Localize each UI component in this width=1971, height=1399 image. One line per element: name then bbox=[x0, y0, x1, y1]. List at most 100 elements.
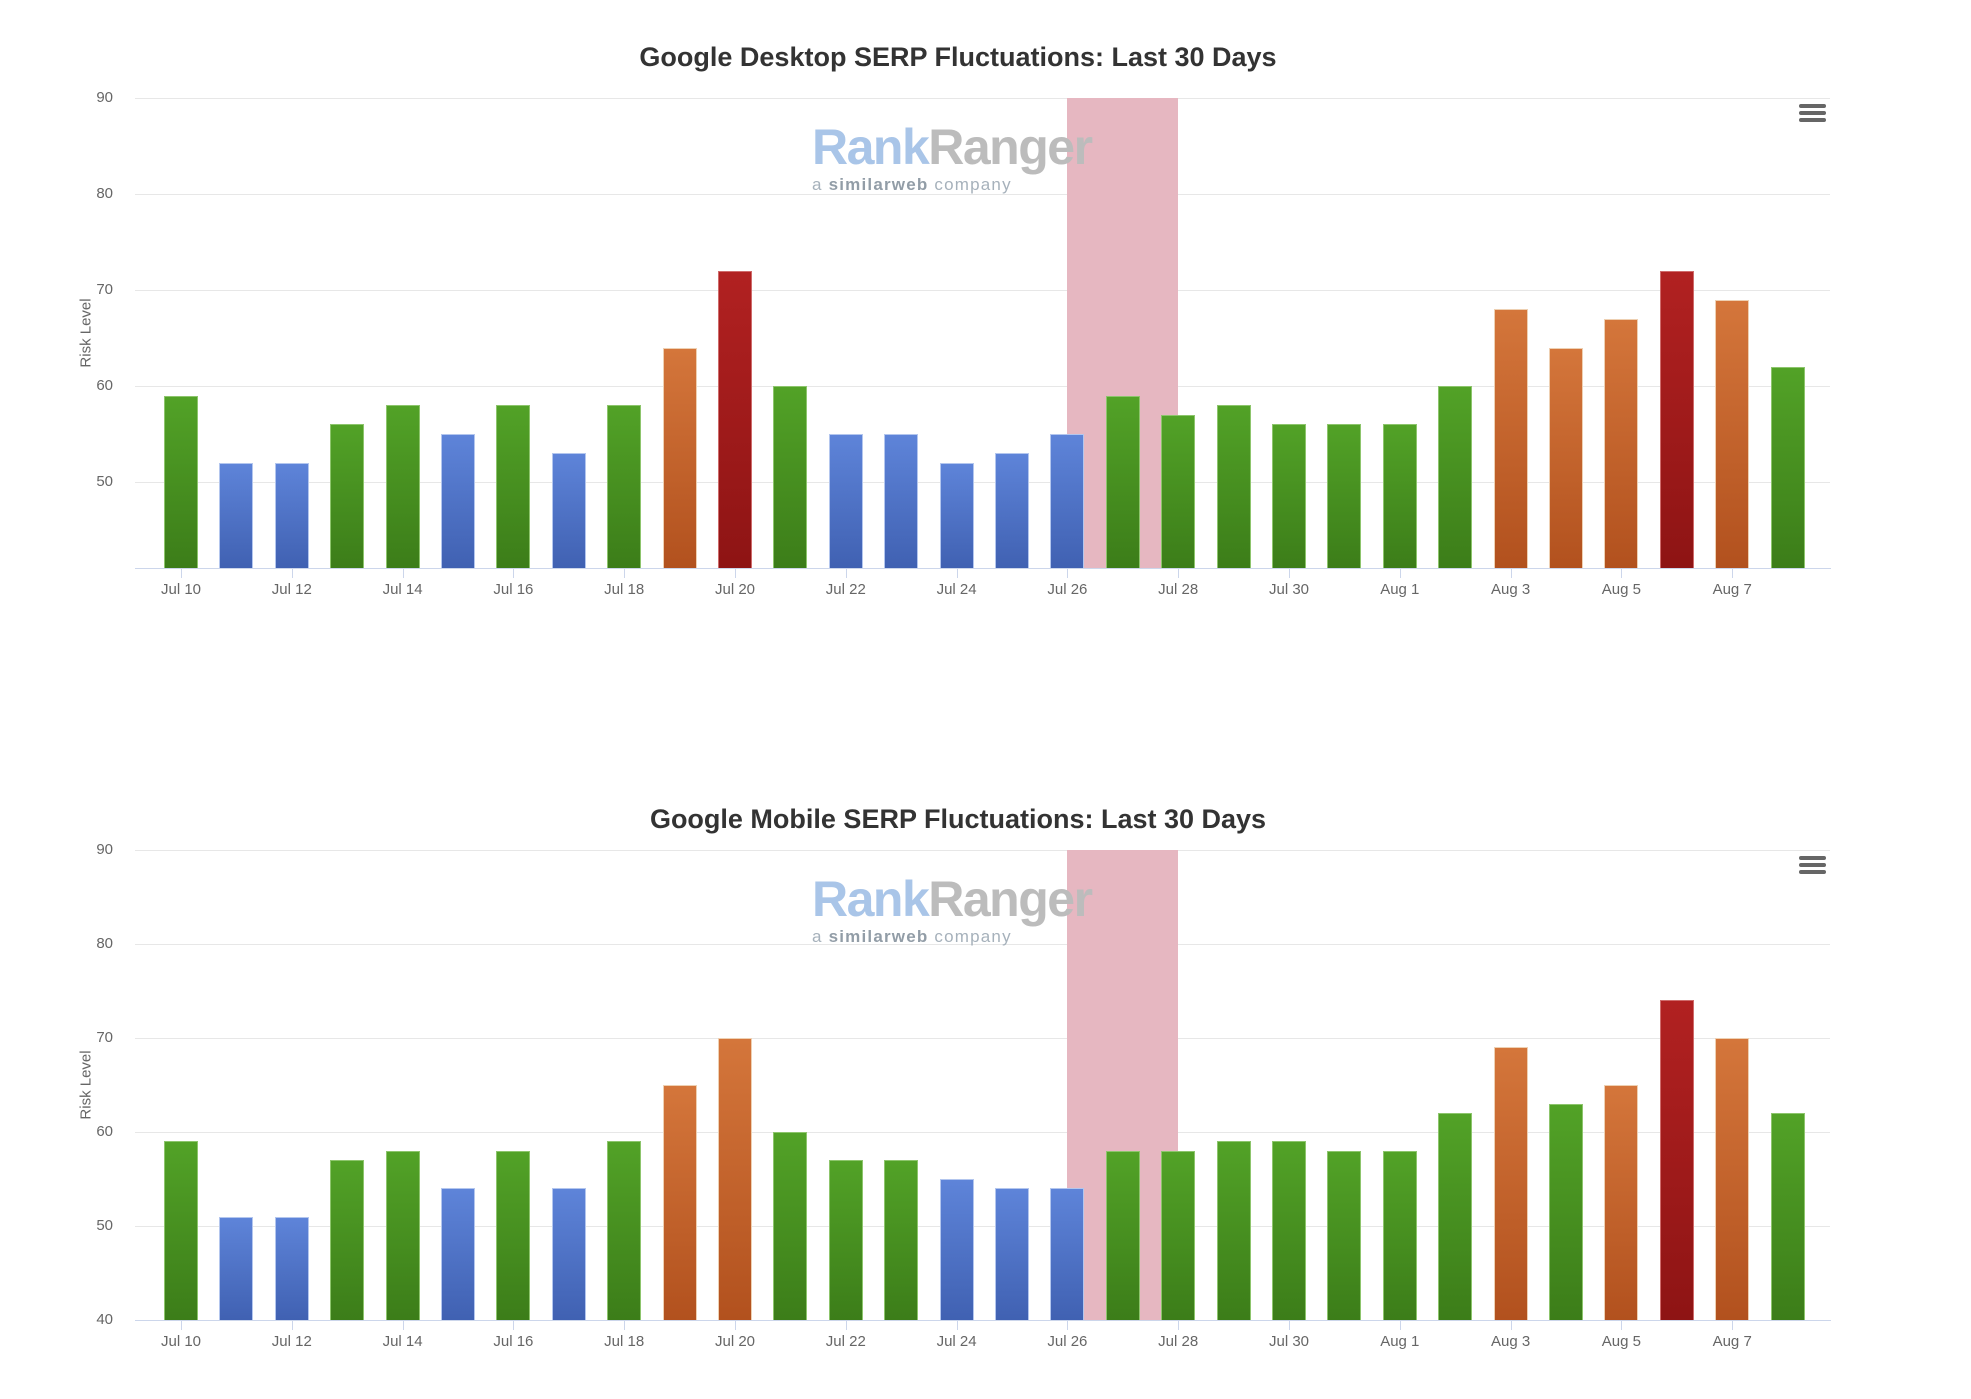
bar[interactable] bbox=[773, 386, 808, 569]
x-axis-tick bbox=[1732, 1320, 1734, 1330]
bar[interactable] bbox=[995, 1188, 1029, 1320]
bar[interactable] bbox=[1161, 414, 1196, 569]
bar[interactable] bbox=[385, 405, 420, 569]
bar[interactable] bbox=[1382, 424, 1417, 569]
bar[interactable] bbox=[330, 1160, 365, 1320]
bar[interactable] bbox=[1050, 434, 1085, 569]
tagline-suffix: company bbox=[934, 175, 1012, 194]
bar[interactable] bbox=[607, 1141, 642, 1320]
bar[interactable] bbox=[219, 1216, 254, 1320]
x-axis-tick-label: Jul 10 bbox=[160, 1333, 202, 1350]
bar[interactable] bbox=[1105, 1150, 1140, 1320]
bar[interactable] bbox=[551, 453, 586, 569]
bar[interactable] bbox=[1438, 1113, 1473, 1320]
bar[interactable] bbox=[1272, 1141, 1306, 1320]
x-axis-tick-label: Jul 22 bbox=[825, 1333, 866, 1350]
bar[interactable] bbox=[828, 434, 863, 569]
bar[interactable] bbox=[1161, 1150, 1196, 1320]
logo-ranger-text: Ranger bbox=[928, 871, 1093, 927]
bar[interactable] bbox=[939, 1179, 974, 1320]
bar[interactable] bbox=[1549, 347, 1583, 569]
bar[interactable] bbox=[1659, 270, 1694, 569]
bar[interactable] bbox=[1327, 424, 1362, 569]
bar[interactable] bbox=[1604, 1085, 1639, 1320]
bar[interactable] bbox=[884, 1160, 919, 1320]
bar[interactable] bbox=[718, 270, 752, 569]
x-axis-tick-label: Aug 1 bbox=[1380, 581, 1420, 599]
bar[interactable] bbox=[1715, 1038, 1750, 1320]
bar[interactable] bbox=[441, 1188, 475, 1320]
x-axis-tick-label: Jul 20 bbox=[714, 1333, 756, 1350]
x-axis-tick bbox=[956, 1320, 958, 1330]
bar[interactable] bbox=[662, 1085, 697, 1320]
y-gridline bbox=[135, 1226, 1830, 1227]
bar[interactable] bbox=[995, 453, 1029, 569]
logo-rank-text: Rank bbox=[812, 871, 930, 927]
bar[interactable] bbox=[496, 405, 531, 569]
bar[interactable] bbox=[1493, 309, 1528, 569]
x-axis-tick-label: Jul 30 bbox=[1268, 1333, 1310, 1350]
y-axis-tick-label: 70 bbox=[96, 281, 113, 298]
hamburger-icon bbox=[1799, 104, 1826, 108]
x-axis-tick-label: Jul 28 bbox=[1158, 581, 1199, 599]
bar[interactable] bbox=[1272, 424, 1306, 569]
y-gridline bbox=[135, 290, 1830, 291]
y-gridline bbox=[135, 194, 1830, 195]
bar[interactable] bbox=[274, 1216, 309, 1320]
x-axis-tick bbox=[1732, 568, 1734, 579]
y-axis-tick-label: 80 bbox=[96, 935, 113, 952]
bar[interactable] bbox=[607, 405, 642, 569]
hamburger-icon bbox=[1799, 863, 1826, 867]
x-axis-tick-label: Aug 3 bbox=[1490, 1333, 1531, 1350]
x-axis-tick bbox=[513, 568, 515, 579]
x-axis-tick bbox=[1178, 568, 1180, 579]
bar[interactable] bbox=[884, 434, 919, 569]
y-axis-tick-label: 50 bbox=[96, 1217, 113, 1234]
bar[interactable] bbox=[1770, 1113, 1805, 1320]
bar[interactable] bbox=[219, 462, 254, 569]
bar[interactable] bbox=[1327, 1150, 1362, 1320]
y-axis-tick-label: 50 bbox=[96, 473, 113, 490]
y-axis-tick-label: 90 bbox=[96, 89, 113, 106]
bar[interactable] bbox=[1659, 1000, 1694, 1320]
bar[interactable] bbox=[441, 434, 475, 569]
bar[interactable] bbox=[718, 1038, 752, 1320]
chart-context-menu-button[interactable] bbox=[1799, 856, 1827, 877]
chart-context-menu-button[interactable] bbox=[1799, 104, 1827, 125]
bar[interactable] bbox=[1770, 366, 1805, 569]
bar[interactable] bbox=[330, 424, 365, 569]
x-axis-tick bbox=[1067, 568, 1069, 579]
bar[interactable] bbox=[1216, 1141, 1251, 1320]
x-axis-tick bbox=[956, 568, 958, 579]
x-axis-tick-label: Jul 22 bbox=[825, 581, 866, 599]
bar[interactable] bbox=[164, 1141, 198, 1320]
bar[interactable] bbox=[828, 1160, 863, 1320]
bar[interactable] bbox=[1050, 1188, 1085, 1320]
bar[interactable] bbox=[164, 395, 198, 569]
x-axis-tick bbox=[1510, 1320, 1512, 1330]
bar[interactable] bbox=[1438, 386, 1473, 569]
bar[interactable] bbox=[1105, 395, 1140, 569]
bar[interactable] bbox=[1549, 1103, 1583, 1320]
bar[interactable] bbox=[385, 1150, 420, 1320]
rankranger-logo: RankRanger bbox=[812, 871, 1093, 927]
bar[interactable] bbox=[274, 462, 309, 569]
bar[interactable] bbox=[551, 1188, 586, 1320]
bar[interactable] bbox=[773, 1132, 808, 1320]
rankranger-logo: RankRanger bbox=[812, 122, 1093, 172]
bar[interactable] bbox=[1715, 299, 1750, 569]
bar[interactable] bbox=[939, 462, 974, 569]
y-axis-tick-label: 80 bbox=[96, 185, 113, 202]
x-axis-tick-label: Jul 26 bbox=[1047, 1333, 1088, 1350]
x-axis-tick-label: Jul 10 bbox=[160, 581, 202, 599]
bar[interactable] bbox=[1382, 1150, 1417, 1320]
bar[interactable] bbox=[1604, 318, 1639, 569]
bar[interactable] bbox=[662, 347, 697, 569]
x-axis-tick bbox=[1289, 1320, 1290, 1330]
x-axis-tick-label: Jul 12 bbox=[271, 581, 312, 599]
bar[interactable] bbox=[1216, 405, 1251, 569]
bar[interactable] bbox=[1493, 1047, 1528, 1320]
bar[interactable] bbox=[496, 1150, 531, 1320]
